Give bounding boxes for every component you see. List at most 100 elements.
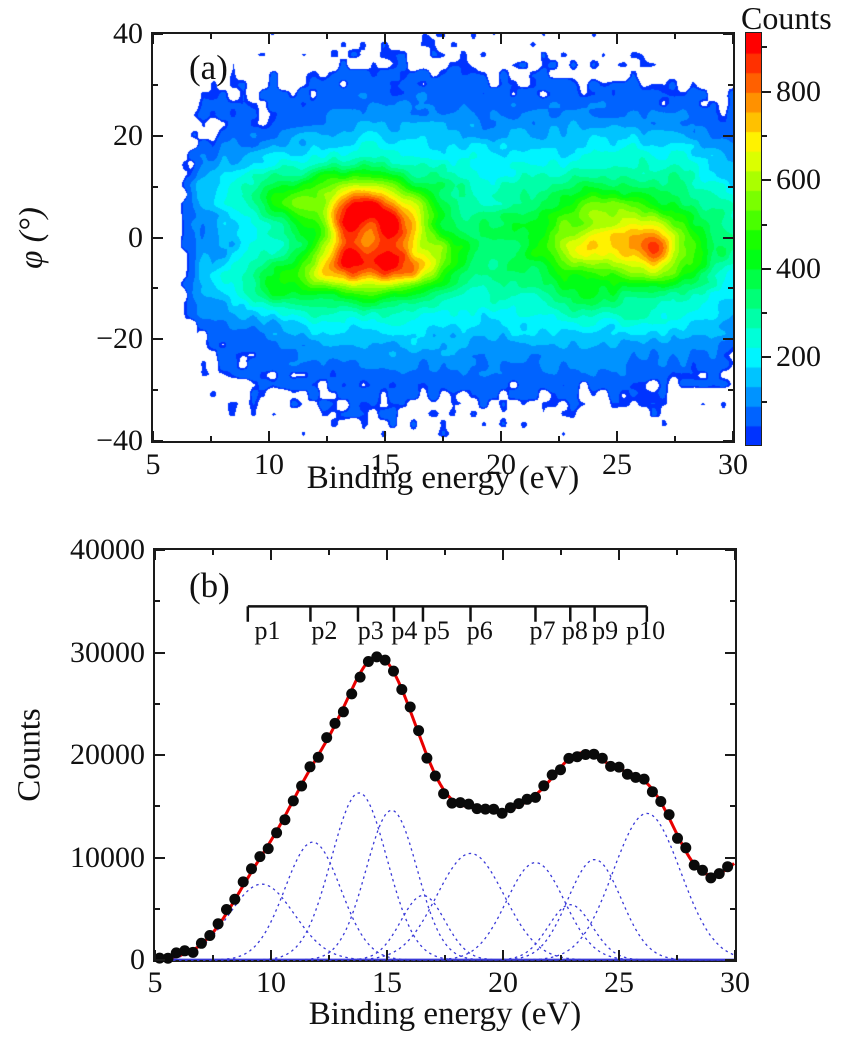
data-point (438, 788, 450, 800)
panel-a-x-axis-title: Binding energy (eV) (306, 460, 580, 496)
panel-b-x-tick (734, 550, 736, 560)
panel-b-x-tick (212, 550, 214, 555)
data-point (229, 893, 241, 905)
data-point (296, 780, 308, 792)
panel-a-y-axis-title: φ (°) (13, 207, 50, 269)
colorbar-tick-label: 800 (776, 74, 821, 108)
panel-b-x-tick-label: 30 (720, 966, 750, 999)
data-point (179, 945, 191, 957)
panel-b-y-tick (155, 549, 165, 551)
panel-a-y-tick (153, 440, 163, 442)
panel-b-x-tick (560, 550, 562, 555)
data-point (454, 797, 466, 809)
data-point (638, 773, 650, 785)
panel-a-x-tick (616, 431, 618, 441)
panel-b-y-tick (155, 754, 165, 756)
panel-a-x-tick (268, 34, 270, 44)
panel-a-x-tick (500, 34, 502, 44)
panel-b-y-tick (155, 907, 160, 910)
panel-b-y-tick (725, 651, 735, 654)
panel-a-y-tick (728, 83, 733, 86)
panel-b-x-tick (618, 550, 620, 560)
data-point (663, 809, 675, 821)
data-point (413, 725, 425, 737)
panel-b-y-axis-title: Counts (11, 708, 48, 802)
data-point (237, 876, 249, 888)
data-point (705, 872, 717, 884)
panel-b-x-tick (386, 550, 388, 560)
data-point (371, 651, 383, 663)
data-point (471, 803, 483, 815)
panel-b-x-tick-label: 10 (256, 966, 286, 999)
peak-label-p7: p7 (529, 616, 555, 645)
panel-a-x-tick (326, 436, 328, 441)
component-curve-p3 (155, 792, 735, 961)
data-point (463, 798, 475, 810)
data-point (195, 937, 207, 949)
data-point (605, 760, 617, 772)
data-point (555, 764, 566, 776)
peak-label-p10: p10 (626, 616, 665, 645)
colorbar-tick (762, 223, 767, 226)
panel-b-x-tick (734, 950, 736, 960)
colorbar-tick (762, 312, 767, 315)
colorbar-tick (762, 179, 771, 182)
panel-b-x-tick (560, 955, 562, 960)
data-point (488, 803, 500, 815)
data-point (680, 842, 692, 854)
panel-a-x-tick (442, 436, 444, 441)
data-point (204, 930, 216, 941)
data-point (530, 791, 541, 803)
panel-b-label: (b) (189, 566, 230, 605)
colorbar-tick-label: 400 (776, 251, 821, 285)
data-point (271, 827, 283, 839)
panel-a-y-tick (723, 338, 733, 341)
component-curve-p2 (155, 841, 735, 961)
panel-a-x-tick (268, 431, 270, 441)
panel-b-y-tick (155, 651, 165, 654)
panel-a-x-tick (674, 34, 676, 39)
panel-b-y-tick (725, 959, 735, 961)
colorbar-tick (762, 267, 771, 270)
panel-b-y-tick (725, 549, 735, 551)
panel-a-y-tick (728, 389, 733, 392)
panel-a-label: (a) (189, 48, 228, 87)
panel-b-x-tick (270, 950, 272, 960)
data-point (713, 868, 725, 880)
data-point (479, 803, 491, 815)
panel-a-x-tick (500, 431, 502, 441)
data-point (504, 802, 516, 814)
panel-b-x-tick-label: 20 (488, 966, 518, 999)
panel-b-spectrum-plot: p1 p2 p3 p4 p5 p6 p7 p8 p9 p10 (b) (153, 548, 737, 964)
panel-b-y-tick (730, 702, 735, 705)
data-point (354, 671, 366, 683)
panel-b-y-tick-label: 40000 (70, 533, 145, 566)
peak-label-p3: p3 (358, 616, 384, 645)
colorbar-tick (762, 90, 771, 93)
component-curve-p9 (155, 858, 735, 961)
data-point (404, 701, 416, 713)
colorbar-tick (762, 135, 767, 138)
panel-a-y-tick-label: 20 (113, 118, 143, 152)
panel-b-y-tick (155, 805, 160, 808)
panel-b-y-tick (725, 856, 735, 859)
panel-a-y-tick (153, 236, 163, 239)
data-point (346, 688, 358, 700)
panel-a-x-tick-label: 10 (254, 448, 284, 481)
panel-b-y-tick (155, 600, 160, 603)
data-point (563, 752, 575, 764)
colorbar (745, 32, 762, 446)
panel-b-y-tick (155, 702, 160, 705)
panel-a-x-tick-label: 20 (486, 448, 516, 481)
component-curve-p8 (155, 904, 735, 961)
panel-b-x-tick (154, 950, 156, 960)
panel-a-y-tick-label: 0 (128, 220, 143, 254)
panel-a-y-tick (153, 134, 163, 137)
panel-b-y-tick (155, 959, 165, 961)
panel-b-x-tick (212, 955, 214, 960)
peak-label-p8: p8 (562, 616, 588, 645)
data-point (580, 749, 592, 760)
panel-b-x-tick (154, 550, 156, 560)
component-curve-p10 (155, 812, 735, 961)
colorbar-tick (762, 46, 767, 49)
